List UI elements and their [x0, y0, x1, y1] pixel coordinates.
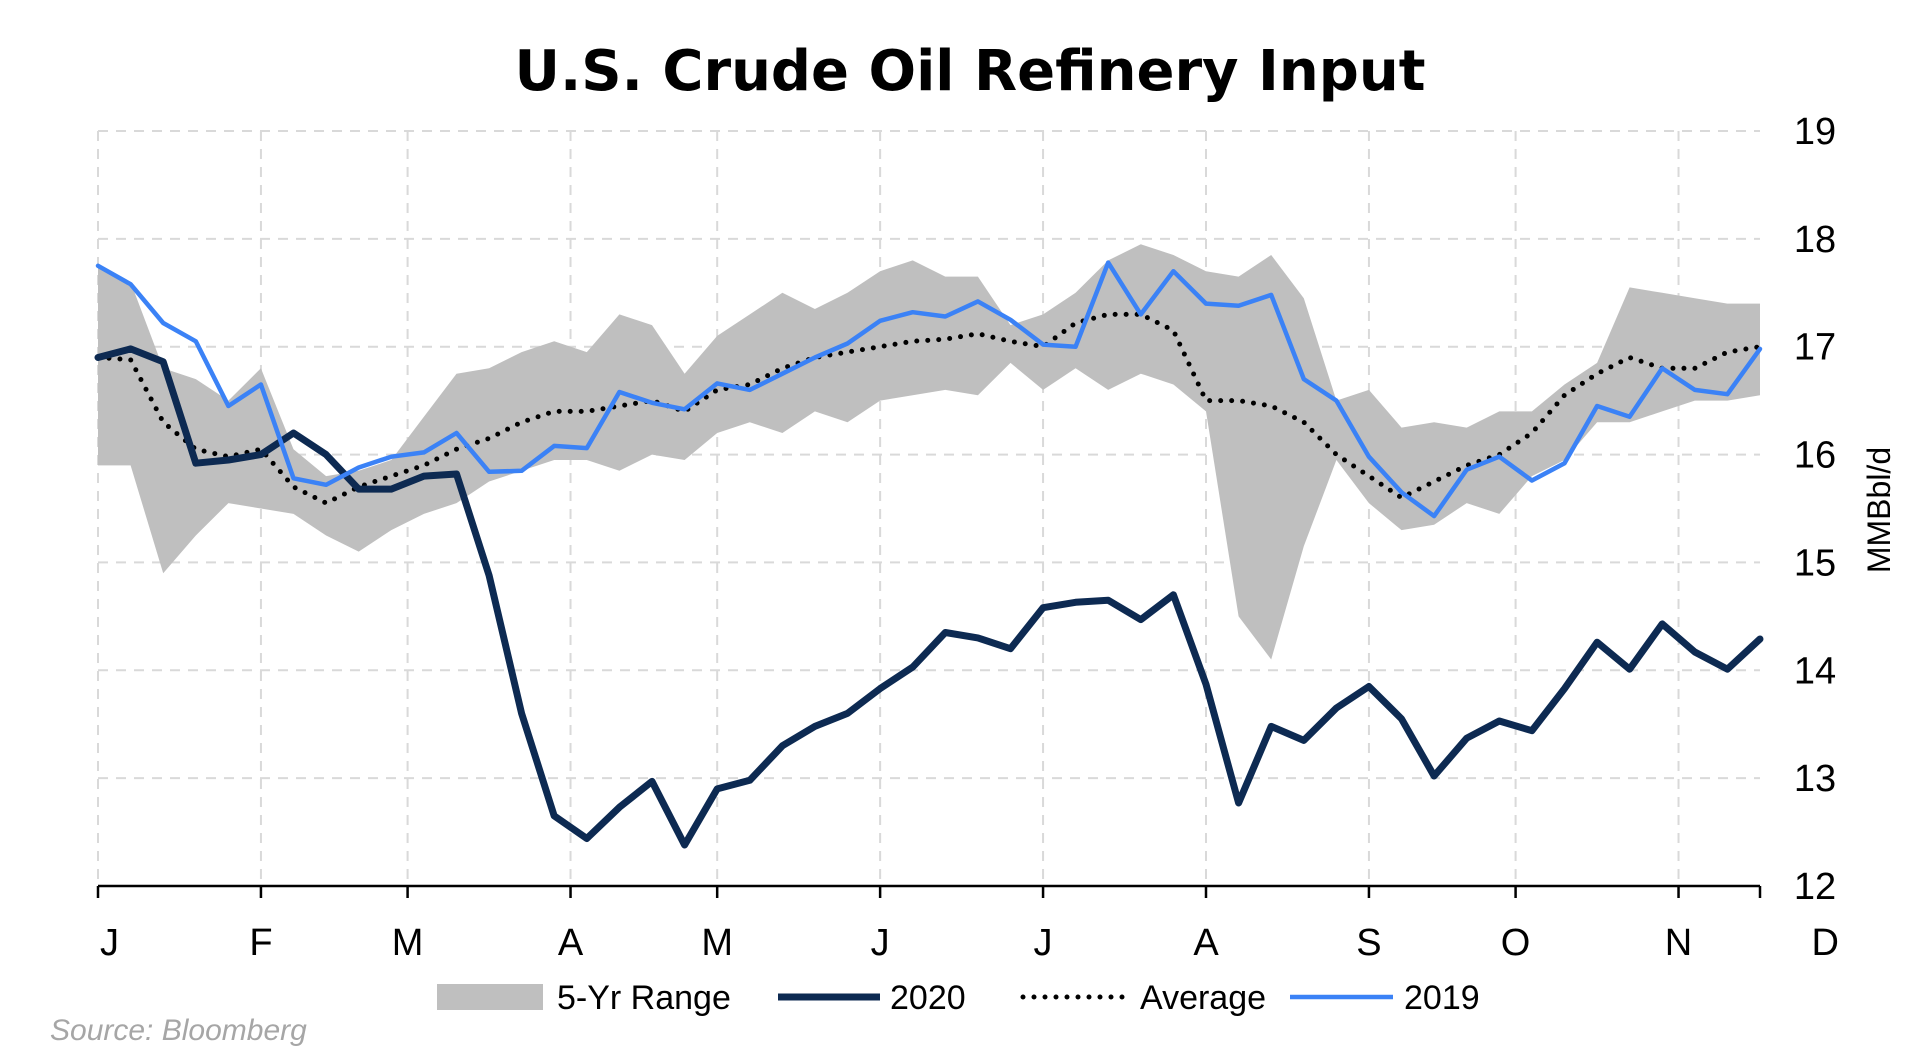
- series-lines: [94, 260, 1764, 849]
- legend-label-2020: 2020: [890, 979, 966, 1017]
- legend-swatch-range: [437, 984, 543, 1010]
- legend-label-range: 5-Yr Range: [557, 979, 731, 1017]
- y-tick-label: 19: [1794, 111, 1836, 153]
- x-tick-label: N: [1665, 922, 1692, 964]
- x-tick-label: F: [249, 922, 272, 964]
- x-tick-label: J: [100, 922, 119, 964]
- y-tick-label: 15: [1794, 542, 1836, 584]
- y-tick-label: 13: [1794, 758, 1836, 800]
- legend-label-average: Average: [1140, 979, 1266, 1017]
- y-tick-label: 18: [1794, 219, 1836, 261]
- x-tick-label: J: [871, 922, 890, 964]
- y-tick-label: 16: [1794, 435, 1836, 477]
- series-2020-line: [94, 345, 1764, 849]
- y-axis-label: MMBbl/d: [1861, 447, 1897, 573]
- source-note: Source: Bloomberg: [50, 1014, 307, 1047]
- legend: 5-Yr Range 2020 Average 2019: [437, 979, 1480, 1017]
- range-band: [98, 244, 1760, 660]
- x-tick-label: M: [701, 922, 733, 964]
- range-band-area: [98, 244, 1760, 660]
- average-line: [95, 311, 1763, 506]
- x-tick-label: A: [1193, 922, 1219, 964]
- x-tick-label: M: [392, 922, 424, 964]
- y-tick-label: 12: [1794, 866, 1836, 908]
- series-2019-line: [95, 260, 1763, 519]
- x-tick-label: J: [1034, 922, 1053, 964]
- x-tick-label: D: [1811, 922, 1838, 964]
- x-tick-label: O: [1501, 922, 1531, 964]
- chart-title: U.S. Crude Oil Refinery Input: [515, 39, 1426, 104]
- y-tick-label: 14: [1794, 650, 1836, 692]
- x-tick-label: S: [1356, 922, 1381, 964]
- y-tick-label: 17: [1794, 327, 1836, 369]
- axes: [96, 884, 1762, 898]
- legend-label-2019: 2019: [1404, 979, 1480, 1017]
- x-tick-label: A: [558, 922, 584, 964]
- y-tick-labels: 12 13 14 15 16 17 18 19: [1794, 111, 1836, 908]
